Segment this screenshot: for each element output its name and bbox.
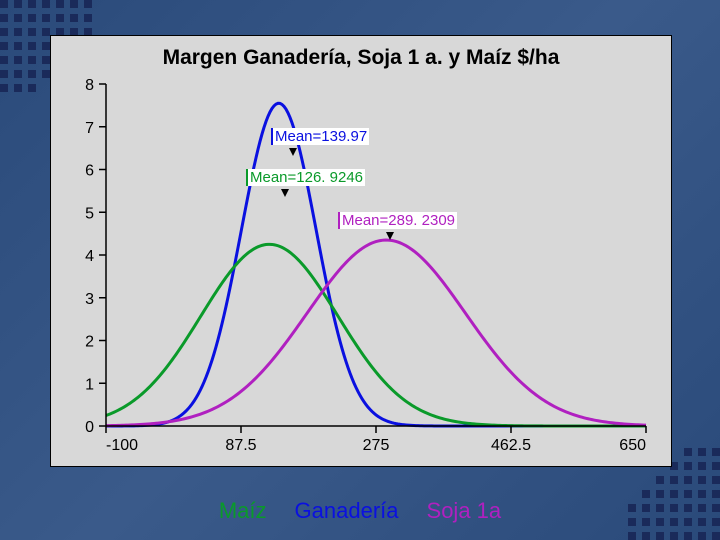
plot-area: 012345678-10087.5275462.5650 — [106, 84, 646, 426]
svg-text:4: 4 — [85, 248, 94, 265]
legend-item: Maíz — [219, 498, 267, 523]
legend: Maíz Ganadería Soja 1a — [0, 498, 720, 524]
mean-label: Mean=139.97 — [271, 128, 369, 145]
mean-arrow-icon — [289, 148, 297, 156]
svg-text:462.5: 462.5 — [491, 437, 531, 454]
chart-title: Margen Ganadería, Soja 1 a. y Maíz $/ha — [51, 46, 671, 70]
svg-text:87.5: 87.5 — [225, 437, 256, 454]
svg-text:3: 3 — [85, 291, 94, 308]
mean-arrow-icon — [281, 189, 289, 197]
legend-item: Soja 1a — [427, 498, 502, 523]
svg-text:0: 0 — [85, 419, 94, 436]
svg-text:6: 6 — [85, 163, 94, 180]
mean-arrow-icon — [386, 232, 394, 240]
svg-text:5: 5 — [85, 205, 94, 222]
mean-label: Mean=126. 9246 — [246, 169, 365, 186]
svg-text:2: 2 — [85, 334, 94, 351]
svg-text:650: 650 — [619, 437, 646, 454]
chart-svg: 012345678-10087.5275462.5650 — [106, 84, 646, 426]
svg-text:-100: -100 — [106, 437, 138, 454]
chart-panel: Margen Ganadería, Soja 1 a. y Maíz $/ha … — [50, 35, 672, 467]
svg-text:7: 7 — [85, 120, 94, 137]
slide-background: Margen Ganadería, Soja 1 a. y Maíz $/ha … — [0, 0, 720, 540]
mean-label: Mean=289. 2309 — [338, 212, 457, 229]
legend-item: Ganadería — [295, 498, 399, 523]
svg-text:1: 1 — [85, 376, 94, 393]
svg-text:275: 275 — [363, 437, 390, 454]
svg-text:8: 8 — [85, 77, 94, 94]
